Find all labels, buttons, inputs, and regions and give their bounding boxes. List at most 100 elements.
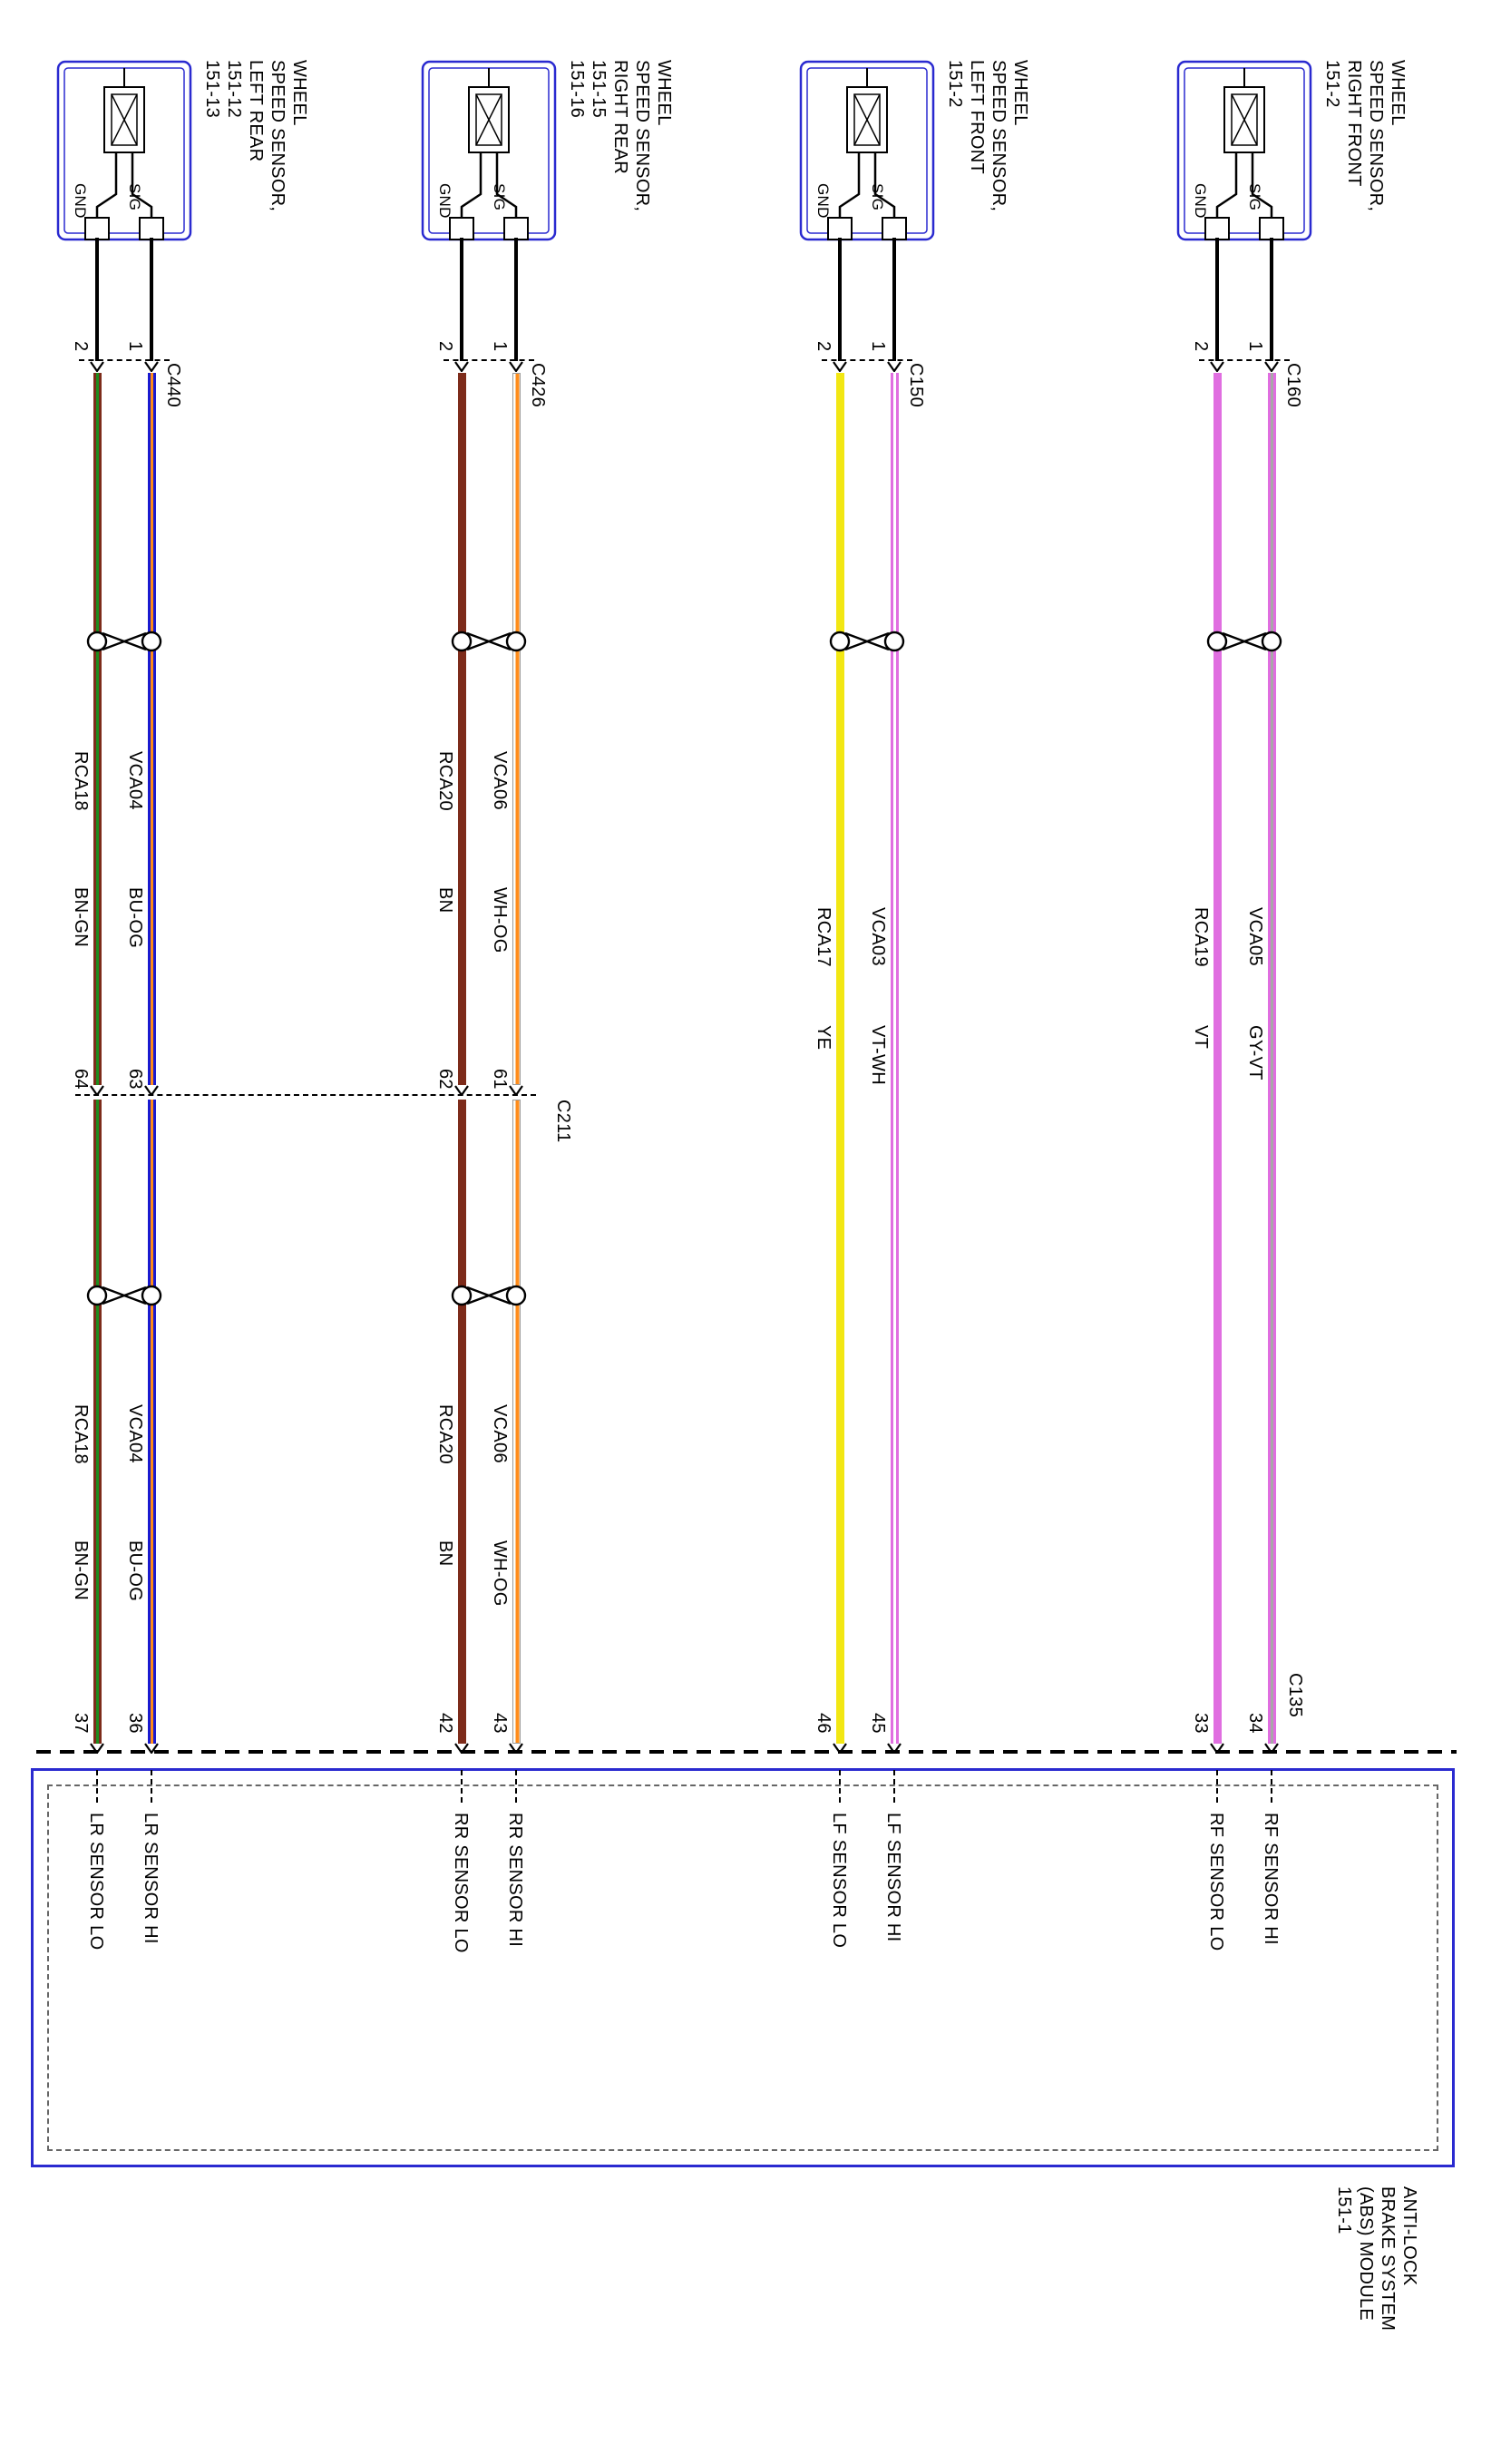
abs-pin-stub (461, 1770, 463, 1803)
sensor-lead-sig (495, 152, 518, 218)
sensor-pigtail-wire (892, 238, 896, 361)
wire-rca17-ye (836, 373, 844, 1744)
wire-circuit-label: VCA06 (490, 1404, 510, 1463)
sensor-pigtail-wire (150, 238, 153, 361)
pin-number: 1 (1245, 341, 1265, 352)
abs-pin-stub (96, 1770, 98, 1803)
wire-circuit-label: VCA04 (125, 1404, 145, 1463)
wire-color-label: BN (435, 887, 455, 914)
wire-color-label: BN (435, 1540, 455, 1567)
wire-color-label: BU-OG (125, 887, 145, 949)
inline-connector-line (443, 359, 534, 361)
connector-arrow-icon (887, 361, 902, 372)
abs-input-label: LR SENSOR HI (141, 1813, 161, 1944)
abs-pin-stub (1271, 1770, 1272, 1803)
wire-vca04-bu-og (148, 373, 156, 1085)
abs-pin-number: 37 (71, 1713, 91, 1734)
wire-vca03-vt-wh (891, 373, 899, 1744)
twisted-pair-icon (86, 1285, 162, 1306)
sensor-pigtail-wire (514, 238, 518, 361)
abs-connector-name: C135 (1285, 1673, 1305, 1718)
sensor-pigtail-wire (1270, 238, 1273, 361)
wire-color-label: BN-GN (71, 1540, 91, 1600)
sensor-lead-sig (873, 152, 896, 218)
twisted-pair-icon (1206, 631, 1282, 652)
connector-arrow-icon (144, 361, 159, 372)
sensor-symbol-x-icon (475, 93, 502, 146)
sensor-lead-gnd (1215, 152, 1238, 218)
abs-pin-number: 36 (125, 1713, 145, 1734)
sig-pin-label: SIG (869, 183, 886, 211)
connector-arrow-icon (833, 361, 847, 372)
abs-pin-stub (893, 1770, 895, 1803)
wire-rca20-bn (458, 1100, 466, 1744)
abs-input-label: RR SENSOR LO (451, 1813, 471, 1953)
sensor-symbol-x-icon (111, 93, 138, 146)
sensor-symbol-x-icon (853, 93, 881, 146)
twisted-pair-icon (451, 631, 527, 652)
mid-connector-line (75, 1094, 536, 1096)
wire-rca18-bn-gn (93, 1100, 102, 1744)
connector-name: C160 (1283, 363, 1303, 408)
wire-circuit-label: RCA20 (435, 1404, 455, 1464)
pin-box-sig (1259, 217, 1284, 240)
gnd-pin-label: GND (72, 183, 89, 219)
wheel-speed-sensor-connector (56, 60, 192, 241)
wire-vca06-wh-og (512, 373, 521, 1085)
wire-rca19-vt (1213, 373, 1222, 1744)
sensor-title: WHEEL SPEED SENSOR, LEFT FRONT 151-2 (945, 60, 1030, 212)
wire-circuit-label: VCA03 (868, 907, 888, 966)
abs-pin-number: 42 (435, 1713, 455, 1734)
pin-number: 1 (490, 341, 510, 352)
pin-box-gnd (84, 217, 110, 240)
sensor-title: WHEEL SPEED SENSOR, RIGHT REAR 151-15 15… (567, 60, 674, 212)
sensor-pigtail-wire (95, 238, 99, 361)
inline-connector-line (822, 359, 912, 361)
wire-circuit-label: VCA04 (125, 751, 145, 810)
sensor-lead-sig (1251, 152, 1273, 218)
gnd-pin-label: GND (1192, 183, 1209, 219)
wire-circuit-label: RCA18 (71, 1404, 91, 1464)
gnd-pin-label: GND (436, 183, 453, 219)
sensor-symbol-core (1231, 93, 1258, 146)
abs-module-title: ANTI-LOCK BRAKE SYSTEM (ABS) MODULE 151-… (1334, 2186, 1419, 2332)
abs-pin-stub (515, 1770, 517, 1803)
pin-box-gnd (449, 217, 474, 240)
wire-rca18-bn-gn (93, 373, 102, 1085)
abs-module-inner-box (47, 1784, 1438, 2151)
abs-input-label: LR SENSOR LO (86, 1813, 106, 1951)
abs-pin-number: 43 (490, 1713, 510, 1734)
sensor-pigtail-wire (1215, 238, 1219, 361)
abs-pin-stub (1216, 1770, 1218, 1803)
pin-box-sig (882, 217, 907, 240)
twisted-pair-icon (451, 1285, 527, 1306)
wheel-speed-sensor-connector (799, 60, 935, 241)
wire-rca20-bn (458, 373, 466, 1085)
abs-input-label: RF SENSOR LO (1206, 1813, 1226, 1951)
wire-circuit-label: RCA18 (71, 751, 91, 811)
abs-module-box (31, 1768, 1455, 2167)
connector-name: C150 (906, 363, 926, 408)
wire-color-label: VT-WH (868, 1025, 888, 1085)
sensor-title: WHEEL SPEED SENSOR, LEFT REAR 151-12 151… (202, 60, 309, 212)
pin-number: 2 (1191, 341, 1211, 352)
sensor-pigtail-wire (460, 238, 463, 361)
sensor-symbol-x-icon (1231, 93, 1258, 146)
abs-connector-boundary (36, 1750, 1457, 1754)
wire-color-label: BU-OG (125, 1540, 145, 1602)
wire-circuit-label: RCA20 (435, 751, 455, 811)
sensor-lead-gnd (838, 152, 861, 218)
sig-pin-label: SIG (1246, 183, 1263, 211)
wheel-speed-sensor-connector (1176, 60, 1312, 241)
wire-vca06-wh-og (512, 1100, 521, 1744)
pin-box-sig (503, 217, 529, 240)
gnd-pin-label: GND (814, 183, 832, 219)
pin-box-gnd (827, 217, 853, 240)
sensor-symbol-core (111, 93, 138, 146)
sig-pin-label: SIG (126, 183, 143, 211)
wire-color-label: VT (1191, 1025, 1211, 1050)
sensor-pigtail-wire (838, 238, 842, 361)
pin-number: 2 (435, 341, 455, 352)
wire-color-label: BN-GN (71, 887, 91, 947)
